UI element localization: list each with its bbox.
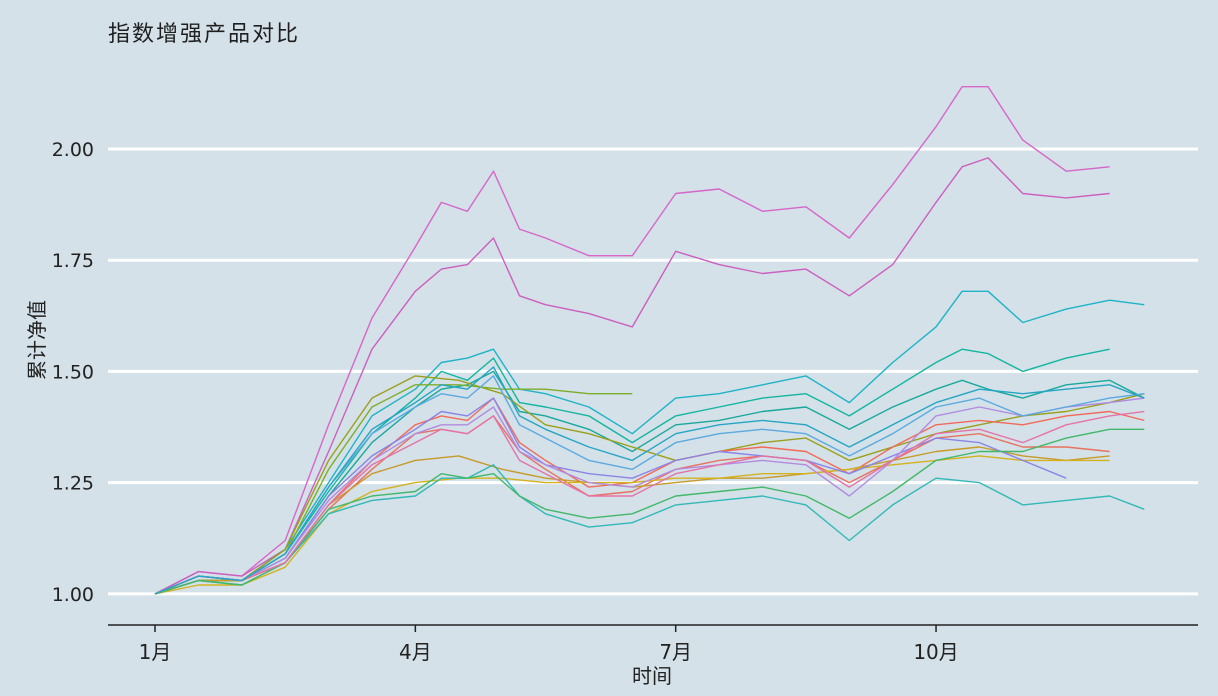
series-line-5 xyxy=(154,370,1145,595)
y-tick-label: 2.00 xyxy=(52,139,94,161)
series-line-8 xyxy=(154,397,1145,595)
y-tick-label: 1.00 xyxy=(52,584,94,606)
y-axis-label: 累计净值 xyxy=(25,300,49,380)
series-line-17 xyxy=(154,410,1145,595)
series-line-13 xyxy=(154,397,1145,595)
series-line-3 xyxy=(154,290,1145,595)
series-line-16 xyxy=(154,428,1145,595)
y-tick-label: 1.50 xyxy=(52,361,94,383)
series-lines xyxy=(154,85,1145,595)
y-tick-label: 1.25 xyxy=(52,473,94,495)
series-line-4 xyxy=(154,348,1110,595)
series-line-6 xyxy=(154,375,1145,595)
series-line-1 xyxy=(154,85,1110,595)
x-tick-label: 4月 xyxy=(399,640,432,664)
x-tick-label: 1月 xyxy=(139,640,172,664)
gridlines xyxy=(108,147,1198,596)
x-tick-label: 7月 xyxy=(659,640,692,664)
y-tick-label: 1.75 xyxy=(52,250,94,272)
series-line-2 xyxy=(154,157,1110,595)
x-tick-label: 10月 xyxy=(913,640,958,664)
chart-title: 指数增强产品对比 xyxy=(108,22,301,47)
series-line-11 xyxy=(154,455,1110,595)
series-line-15 xyxy=(154,464,1145,595)
axes: 1.00 1.25 1.50 1.75 2.00 1月 4月 7月 10月 xyxy=(52,139,1198,664)
x-axis-label: 时间 xyxy=(632,664,672,688)
series-line-18 xyxy=(154,366,1145,595)
